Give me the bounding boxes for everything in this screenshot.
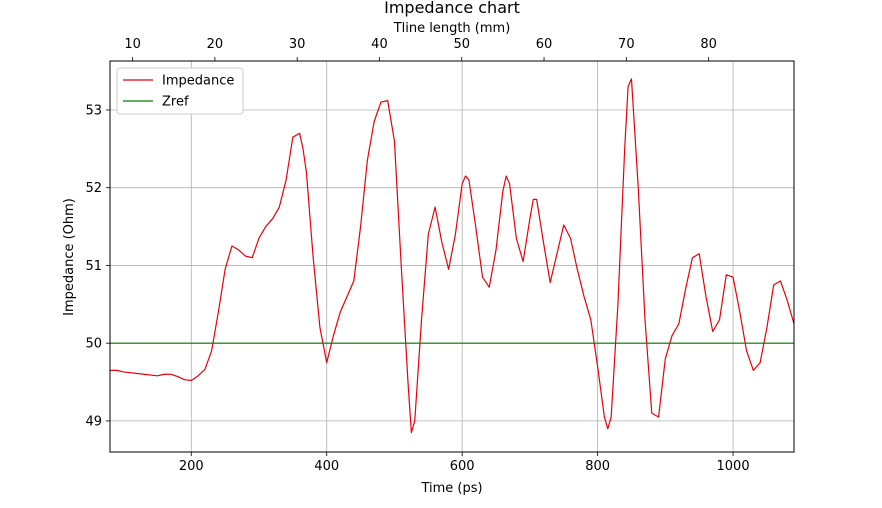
top-x-tick-label: 40 [371,37,388,52]
series-layer [110,78,795,434]
x-tick-label: 1000 [717,459,750,474]
x-tick-label: 600 [450,459,475,474]
top-x-tick-label: 70 [618,37,635,52]
top-x-tick-label: 50 [453,37,470,52]
impedance-line [110,78,795,434]
x-axis-label: Time (ps) [420,481,482,496]
plot-frame [109,60,795,453]
y-tick-label: 49 [85,414,102,429]
y-axis-label: Impedance (Ohm) [62,198,77,316]
x-tick-label: 200 [179,459,204,474]
top-x-tick-label: 60 [536,37,553,52]
top-x-axis-label: Tline length (mm) [393,21,511,36]
axes: 200 400 600 800 1000 49 50 51 52 53 10 20 30 40 50 60 70… [85,37,749,474]
y-tick-label: 51 [85,259,102,274]
y-tick-label: 50 [85,337,102,352]
y-tick-label: 52 [85,181,102,196]
top-x-tick-label: 30 [289,37,306,52]
y-tick-label: 53 [85,103,102,118]
chart-title: Impedance chart [384,0,520,17]
top-x-tick-label: 80 [700,37,717,52]
top-x-tick-label: 10 [124,37,141,52]
legend: Impedance Zref [116,67,244,115]
x-tick-label: 800 [585,459,610,474]
x-tick-label: 400 [314,459,339,474]
top-x-tick-label: 20 [207,37,224,52]
legend-label-zref: Zref [162,95,189,110]
legend-label-impedance: Impedance [162,74,234,89]
